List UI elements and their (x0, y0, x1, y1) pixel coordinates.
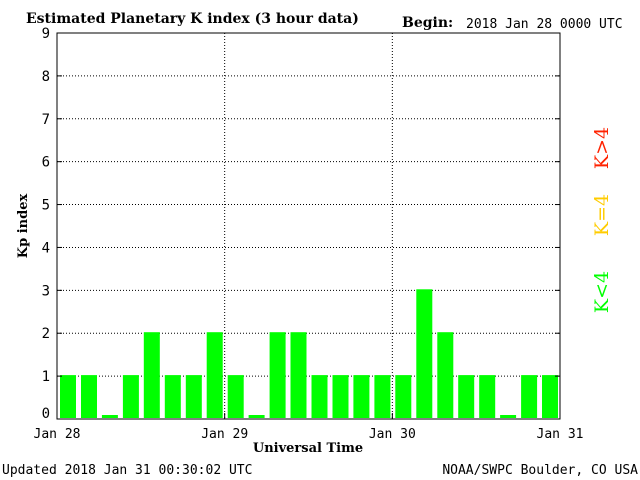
kp-bar (60, 375, 76, 418)
kp-bar (101, 415, 118, 418)
kp-bar (542, 375, 558, 418)
legend-k-above-4: K>4 (591, 127, 613, 169)
y-ticks: 0 1 2 3 4 5 6 7 8 9 (42, 26, 560, 422)
kp-bar (81, 375, 97, 418)
y-tick-label: 0 (42, 406, 50, 422)
kp-bar (269, 332, 286, 418)
y-tick-label: 1 (42, 369, 50, 385)
y-tick-label: 5 (42, 198, 50, 214)
bars-group (60, 289, 558, 418)
chart-title: Estimated Planetary K index (3 hour data… (26, 11, 359, 27)
kp-bar (437, 332, 454, 418)
y-tick-label: 6 (42, 155, 50, 171)
kp-bar (479, 375, 496, 418)
kp-bar (458, 375, 475, 418)
updated-timestamp: Updated 2018 Jan 31 00:30:02 UTC (2, 463, 252, 478)
kp-bar (374, 375, 391, 418)
begin-label: Begin: (402, 15, 453, 31)
kp-bar (185, 375, 202, 418)
source-credit: NOAA/SWPC Boulder, CO USA (442, 463, 638, 478)
x-tick-label: Jan 30 (369, 427, 416, 442)
legend-k-below-4: K<4 (591, 271, 613, 313)
y-tick-label: 7 (42, 112, 50, 128)
y-axis-label: Kp index (16, 194, 31, 259)
kp-bar (290, 332, 307, 418)
y-tick-label: 8 (42, 69, 50, 85)
x-ticks: Jan 28 Jan 29 Jan 30 Jan 31 (34, 413, 584, 442)
kp-bar (164, 375, 181, 418)
begin-value: 2018 Jan 28 0000 UTC (466, 17, 623, 32)
kp-bar (353, 375, 370, 418)
kp-bar (227, 375, 244, 418)
kp-bar (311, 375, 328, 418)
x-tick-label: Jan 31 (537, 427, 584, 442)
grid-lines (57, 33, 560, 419)
y-tick-label: 2 (42, 326, 50, 342)
kp-bar (521, 375, 538, 418)
kp-bar (416, 289, 433, 418)
y-tick-label: 3 (42, 283, 50, 299)
x-axis-label: Universal Time (253, 441, 363, 456)
kp-bar (248, 415, 265, 418)
kp-bar (122, 375, 139, 418)
x-tick-label: Jan 29 (201, 427, 248, 442)
kp-bar (395, 375, 412, 418)
legend-k-equal-4: K=4 (591, 194, 613, 236)
kp-bar (206, 332, 223, 418)
y-tick-label: 9 (42, 26, 50, 42)
kp-bar (143, 332, 160, 418)
plot-frame (56, 32, 561, 420)
kp-bar (332, 375, 349, 418)
kp-bar (500, 415, 517, 418)
x-tick-label: Jan 28 (34, 427, 81, 442)
y-tick-label: 4 (42, 240, 50, 256)
